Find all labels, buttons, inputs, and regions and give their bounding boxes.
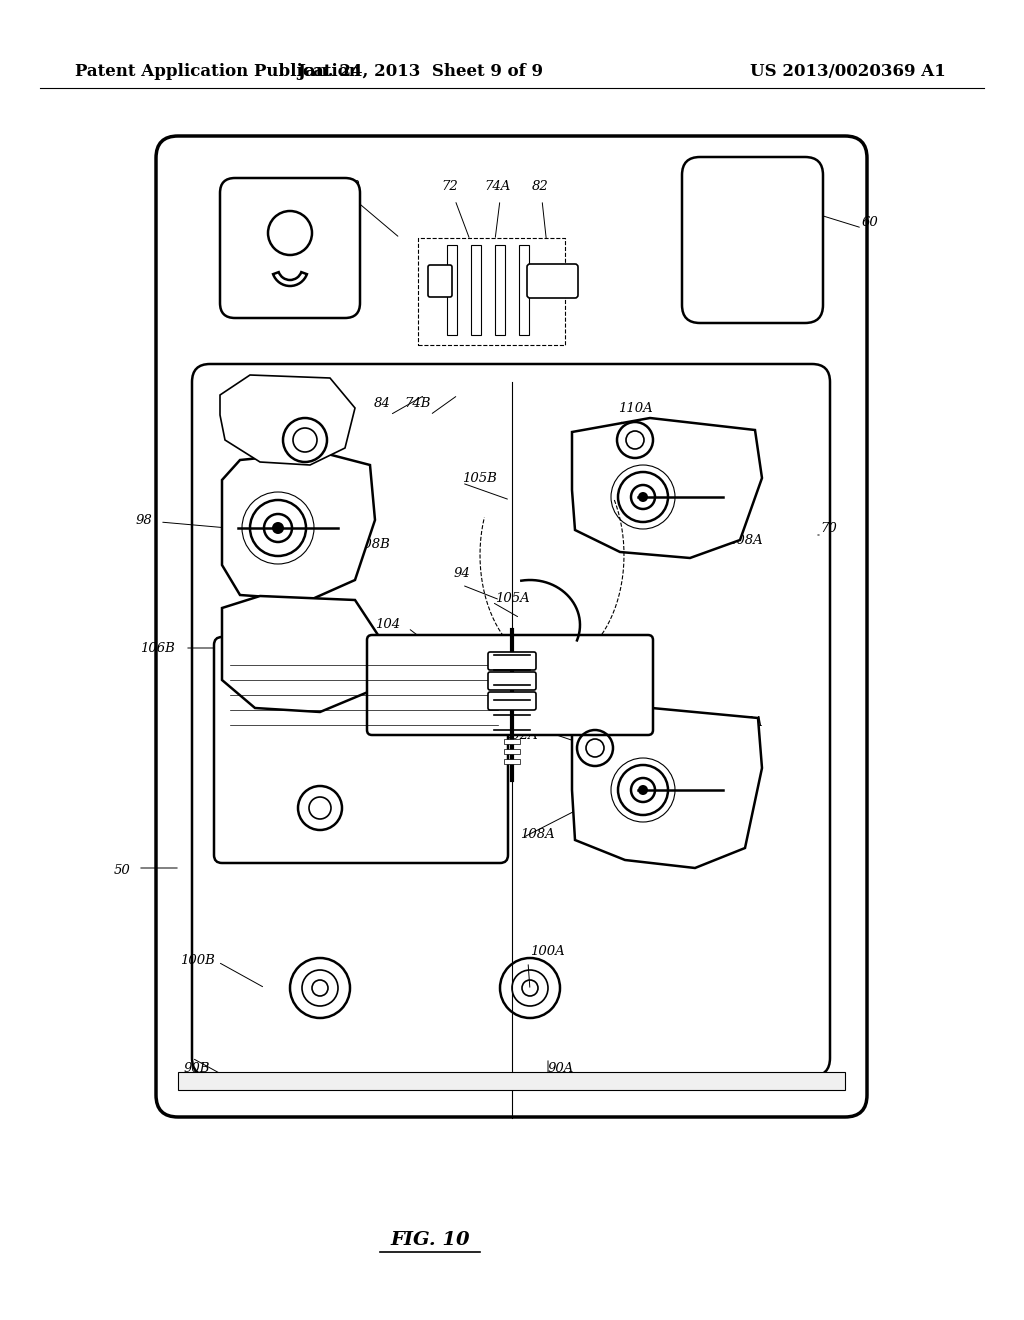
Text: 60: 60 xyxy=(862,215,879,228)
FancyBboxPatch shape xyxy=(527,264,578,298)
FancyBboxPatch shape xyxy=(367,635,653,735)
Text: 70B: 70B xyxy=(245,180,271,193)
Circle shape xyxy=(272,521,284,535)
Text: 108A: 108A xyxy=(520,829,555,842)
Text: 74B: 74B xyxy=(404,397,431,411)
Polygon shape xyxy=(222,451,375,601)
Polygon shape xyxy=(572,705,762,869)
Wedge shape xyxy=(273,272,307,286)
Bar xyxy=(504,759,520,764)
Text: 90A: 90A xyxy=(548,1063,574,1074)
Text: 94: 94 xyxy=(454,568,470,579)
Text: FIG. 10: FIG. 10 xyxy=(390,1232,470,1249)
FancyBboxPatch shape xyxy=(682,157,823,323)
Text: 84: 84 xyxy=(374,397,390,411)
Text: 70: 70 xyxy=(820,521,837,535)
Text: 106A: 106A xyxy=(728,715,763,729)
Text: 102B: 102B xyxy=(317,729,352,742)
Bar xyxy=(418,238,565,345)
Text: 106B: 106B xyxy=(140,642,175,655)
Text: 74A: 74A xyxy=(484,180,511,193)
Text: 98: 98 xyxy=(135,513,152,527)
Text: 104: 104 xyxy=(375,619,400,631)
Text: 100B: 100B xyxy=(180,953,215,966)
FancyBboxPatch shape xyxy=(488,692,536,710)
Text: 80: 80 xyxy=(344,180,360,193)
Text: 105A: 105A xyxy=(495,591,529,605)
Bar xyxy=(447,246,457,335)
Text: 90B: 90B xyxy=(184,1063,211,1074)
Polygon shape xyxy=(220,375,355,465)
Text: 100A: 100A xyxy=(530,945,565,958)
Text: 110A: 110A xyxy=(618,403,652,414)
FancyBboxPatch shape xyxy=(220,178,360,318)
Text: US 2013/0020369 A1: US 2013/0020369 A1 xyxy=(750,63,946,81)
FancyBboxPatch shape xyxy=(156,136,867,1117)
FancyBboxPatch shape xyxy=(214,638,508,863)
Polygon shape xyxy=(222,597,380,711)
Text: 108B: 108B xyxy=(355,539,390,552)
Text: 110B: 110B xyxy=(268,709,303,722)
Text: 105B: 105B xyxy=(462,471,497,484)
FancyBboxPatch shape xyxy=(488,652,536,671)
Text: 96: 96 xyxy=(265,808,282,821)
FancyBboxPatch shape xyxy=(488,672,536,690)
Text: 82: 82 xyxy=(531,180,549,193)
Polygon shape xyxy=(572,418,762,558)
Text: 70A: 70A xyxy=(784,180,811,193)
Circle shape xyxy=(638,785,648,795)
Circle shape xyxy=(638,492,648,502)
Text: 72: 72 xyxy=(441,180,459,193)
Text: 106A: 106A xyxy=(728,471,763,484)
FancyBboxPatch shape xyxy=(428,265,452,297)
Text: Jan. 24, 2013  Sheet 9 of 9: Jan. 24, 2013 Sheet 9 of 9 xyxy=(297,63,543,81)
Bar xyxy=(504,739,520,744)
Text: 102A: 102A xyxy=(503,729,538,742)
Bar xyxy=(471,246,481,335)
Bar xyxy=(178,1072,845,1090)
FancyBboxPatch shape xyxy=(193,364,830,1076)
Bar xyxy=(504,748,520,754)
Text: Patent Application Publication: Patent Application Publication xyxy=(75,63,360,81)
Bar xyxy=(495,246,505,335)
Bar xyxy=(519,246,529,335)
Text: 108A: 108A xyxy=(728,533,763,546)
Text: 50: 50 xyxy=(114,863,130,876)
Text: 110A: 110A xyxy=(528,709,563,722)
